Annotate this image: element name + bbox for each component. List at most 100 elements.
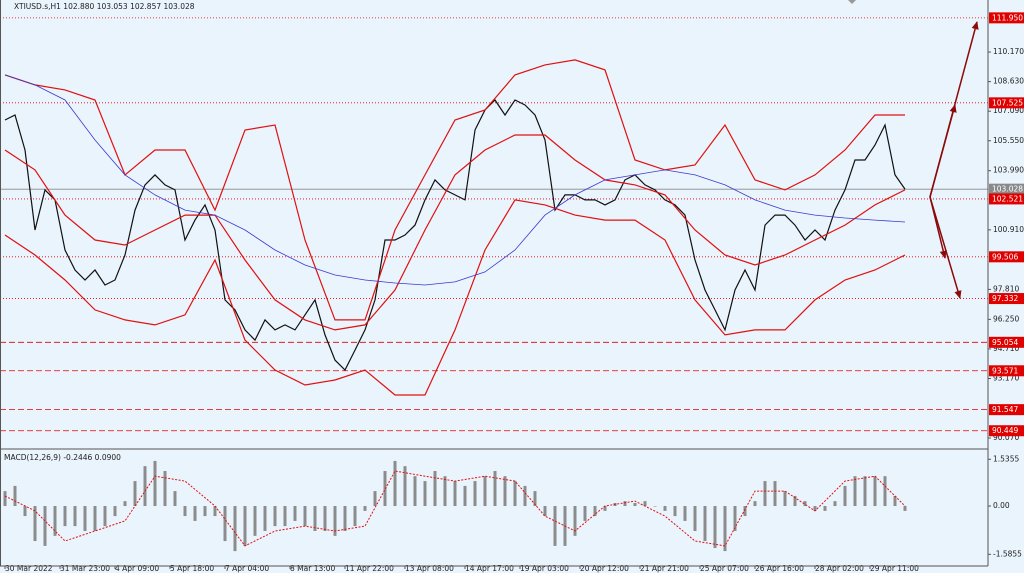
x-tick-label: 30 Mar 2022 [5, 564, 53, 573]
histogram-bar [703, 506, 707, 542]
level-label: 107.525 [992, 98, 1023, 107]
histogram-bar [803, 501, 807, 507]
histogram-bar [323, 506, 327, 531]
histogram-bar [743, 506, 747, 517]
x-tick-label: 14 Apr 17:00 [465, 564, 514, 573]
series-line [4, 59, 905, 321]
histogram-bar [783, 491, 787, 507]
histogram-bar [503, 476, 507, 507]
x-tick-label: 21 Apr 21:00 [640, 564, 689, 573]
histogram-bar [843, 485, 847, 507]
series-line [4, 99, 906, 372]
histogram-bar [903, 506, 907, 511]
histogram-bar [433, 471, 437, 507]
x-tick-label: 29 Apr 11:00 [870, 564, 919, 573]
series-line [4, 199, 906, 396]
macd-title: MACD(12,26,9) -0.2446 0.0900 [4, 453, 121, 462]
series-line [4, 470, 906, 547]
histogram-bar [293, 506, 297, 521]
histogram-bar [363, 506, 367, 511]
histogram-bar [543, 506, 547, 517]
histogram-bar [253, 506, 257, 536]
histogram-bar [163, 471, 167, 507]
y-tick-label: 90.070 [993, 433, 1019, 442]
histogram-bar [333, 506, 337, 536]
histogram-bar [833, 501, 837, 507]
histogram-bar [23, 506, 27, 517]
chart-title: XTIUSD.s,H1 102.880 103.053 102.857 103.… [14, 2, 195, 11]
x-tick-label: 8 Mar 13:00 [290, 564, 336, 573]
y-tick-label: 103.990 [993, 166, 1024, 175]
histogram-bar [223, 506, 227, 542]
histogram-bar [343, 506, 347, 531]
histogram-bar [693, 506, 697, 531]
histogram-bar [83, 506, 87, 531]
level-label: 97.332 [992, 294, 1018, 303]
y-tick-label: 94.710 [993, 344, 1019, 353]
histogram-bar [573, 506, 577, 536]
histogram-bar [53, 506, 57, 536]
y-tick-label: 0.00 [993, 501, 1010, 510]
x-tick-label: 20 Apr 12:00 [580, 564, 629, 573]
histogram-bar [3, 491, 7, 507]
y-tick-label: -1.5855 [993, 549, 1022, 558]
histogram-bar [483, 476, 487, 507]
histogram-bar [853, 476, 857, 507]
histogram-bar [533, 491, 537, 507]
y-tick-label: 97.810 [993, 284, 1019, 293]
level-box [989, 12, 1024, 24]
series-line [4, 134, 906, 331]
level-label: 99.506 [992, 252, 1018, 261]
x-tick-label: 13 Apr 08:00 [405, 564, 454, 573]
x-tick-label: 5 Apr 18:00 [170, 564, 214, 573]
histogram-bar [763, 481, 767, 507]
histogram-bar [173, 491, 177, 507]
x-tick-label: 7 Apr 04:00 [225, 564, 269, 573]
histogram-bar [63, 506, 67, 527]
histogram-bar [353, 506, 357, 527]
level-box [989, 193, 1024, 205]
histogram-bar [663, 506, 667, 511]
level-label: 95.054 [992, 338, 1018, 347]
histogram-bar [93, 506, 97, 531]
x-tick-label: 28 Apr 02:00 [815, 564, 864, 573]
histogram-bar [593, 506, 597, 517]
level-label: 93.571 [992, 366, 1018, 375]
y-tick-label: 1.5355 [993, 454, 1019, 463]
level-label: 91.547 [992, 405, 1018, 414]
histogram-bar [183, 506, 187, 517]
forecast-arrows [929, 21, 979, 299]
histogram-bar [33, 506, 37, 542]
level-box [989, 404, 1024, 416]
histogram-bar [153, 460, 157, 507]
histogram-bar [513, 481, 517, 507]
histogram-bar [213, 506, 217, 517]
x-tick-label: 26 Apr 16:00 [755, 564, 804, 573]
histogram-bar [373, 491, 377, 507]
histogram-bar [883, 476, 887, 507]
histogram-bar [793, 495, 797, 507]
histogram-bar [273, 506, 277, 527]
level-box [989, 251, 1024, 263]
level-label: 90.449 [992, 426, 1018, 435]
arrow-down-mid [929, 196, 947, 259]
histogram-bar [203, 506, 207, 517]
histogram-bar [233, 506, 237, 552]
histogram-bar [303, 506, 307, 527]
x-tick-label: 4 Apr 09:00 [115, 564, 159, 573]
chart-layer: 110.170 108.630 107.090 105.550 103.990 100.9… [0, 12, 1024, 573]
histogram-bar [813, 506, 817, 511]
level-box [989, 365, 1024, 377]
x-tick-label: 25 Apr 07:00 [700, 564, 749, 573]
histogram-bar [623, 501, 627, 507]
histogram-bar [463, 485, 467, 507]
x-tick-label: 19 Apr 03:00 [520, 564, 569, 573]
histogram-bar [553, 506, 557, 546]
histogram-bar [143, 466, 147, 507]
histogram-bar [123, 501, 127, 507]
histogram-bar [133, 481, 137, 507]
histogram-bar [733, 506, 737, 531]
x-tick-label: 11 Apr 22:00 [345, 564, 394, 573]
